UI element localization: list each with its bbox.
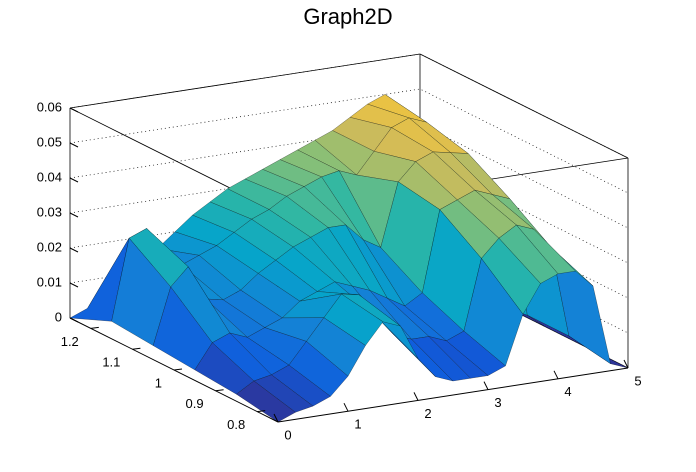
y-tick-label: 0.8 (227, 417, 245, 432)
x-tick-label: 1 (354, 417, 361, 432)
y-tick-label: 1 (155, 375, 162, 390)
x-tick (273, 413, 279, 423)
z-tick-label: 0.03 (37, 204, 62, 219)
x-tick (623, 359, 629, 369)
y-tick-label: 1.2 (61, 334, 79, 349)
z-tick (69, 282, 79, 288)
y-tick (132, 347, 141, 350)
x-tick-label: 5 (634, 373, 641, 388)
z-tick-label: 0.02 (37, 239, 62, 254)
chart-title: Graph2D (303, 4, 392, 29)
z-tick-label: 0.05 (37, 134, 62, 149)
y-tick (173, 368, 183, 371)
z-tick (69, 107, 79, 113)
y-tick (257, 410, 266, 413)
x-tick (413, 392, 419, 401)
x-tick (343, 402, 349, 412)
z-tick (69, 247, 79, 253)
y-tick (90, 326, 99, 329)
z-tick (69, 177, 79, 183)
x-tick-label: 3 (494, 395, 501, 410)
x-tick-label: 0 (284, 427, 291, 442)
z-tick (69, 142, 79, 148)
x-tick-label: 2 (424, 406, 431, 421)
x-tick (483, 381, 489, 390)
z-tick-label: 0.06 (37, 99, 62, 114)
z-tick-label: 0.04 (37, 169, 62, 184)
y-tick-label: 0.9 (186, 396, 204, 411)
box-edge (69, 53, 421, 109)
x-tick (553, 370, 559, 380)
z-tick (69, 212, 79, 218)
x-tick-label: 4 (564, 384, 571, 399)
surface-cell (236, 380, 296, 423)
y-tick (215, 389, 224, 392)
y-tick-label: 1.1 (102, 355, 120, 370)
z-tick-label: 0 (55, 309, 62, 324)
x-axis (277, 367, 629, 423)
z-tick-label: 0.01 (37, 274, 62, 289)
